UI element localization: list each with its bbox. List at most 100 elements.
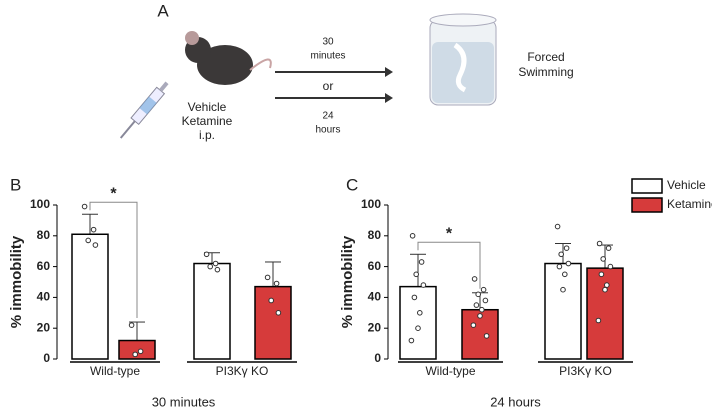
- y-tick-label: 0: [43, 351, 50, 365]
- data-point: [595, 317, 602, 324]
- data-point: [90, 226, 97, 233]
- data-point: [480, 286, 487, 293]
- data-point: [482, 297, 489, 304]
- y-axis-label: % immobility: [8, 235, 25, 328]
- significance-label: *: [446, 225, 453, 242]
- legend-swatch: [631, 178, 663, 194]
- data-point: [137, 348, 144, 355]
- y-tick-label: 20: [368, 320, 382, 334]
- data-point: [408, 337, 415, 344]
- data-point: [483, 333, 490, 339]
- y-axis-label: % immobility: [339, 235, 356, 328]
- data-point: [81, 203, 88, 210]
- data-point: [565, 260, 572, 267]
- data-point: [605, 245, 612, 251]
- y-tick-label: 80: [37, 228, 51, 242]
- data-point: [558, 251, 565, 258]
- data-point: [418, 259, 425, 265]
- data-point: [207, 263, 213, 270]
- legend-swatch: [631, 197, 663, 213]
- data-point: [92, 242, 99, 248]
- data-point: [475, 291, 482, 298]
- bar: [71, 233, 109, 360]
- treatment: i.p.: [199, 128, 215, 142]
- panel-a: A Vehicle Ketamine i.p. 30 minutes or 24…: [119, 1, 574, 142]
- data-point: [420, 282, 427, 288]
- data-point: [479, 306, 485, 313]
- time-label: minutes: [310, 51, 345, 62]
- mouse-icon: [185, 31, 272, 85]
- significance-bracket: [89, 201, 138, 319]
- panel-label: A: [157, 1, 169, 20]
- bar: [193, 262, 231, 360]
- data-point: [602, 286, 608, 293]
- bar: [544, 262, 582, 360]
- data-point: [411, 294, 418, 301]
- time-label: 24: [322, 111, 334, 122]
- group-label: PI3Kγ KO: [559, 364, 612, 378]
- data-point: [596, 240, 603, 247]
- or-label: or: [323, 79, 334, 93]
- treatment: Vehicle: [188, 100, 227, 114]
- data-point: [128, 322, 135, 328]
- arrowhead: [385, 93, 393, 103]
- data-point: [268, 297, 275, 304]
- y-tick-label: 40: [37, 290, 51, 304]
- data-point: [409, 233, 416, 239]
- data-point: [132, 351, 138, 358]
- data-point: [417, 310, 423, 316]
- bar: [118, 339, 156, 360]
- data-point: [273, 280, 280, 287]
- legend-label: Vehicle: [667, 178, 706, 192]
- group-label: PI3Kγ KO: [216, 364, 269, 378]
- time-label: 30: [322, 37, 334, 48]
- data-point: [214, 266, 221, 273]
- data-point: [607, 263, 614, 270]
- y-tick-label: 40: [368, 290, 382, 304]
- panel-label: B: [10, 175, 21, 194]
- data-point: [556, 263, 563, 270]
- data-point: [560, 286, 566, 293]
- treatment: Ketamine: [182, 114, 233, 128]
- data-point: [471, 276, 478, 282]
- data-point: [85, 237, 91, 244]
- data-point: [600, 256, 607, 262]
- y-tick-label: 20: [37, 320, 51, 334]
- data-point: [212, 260, 219, 267]
- group-label: Wild-type: [425, 364, 475, 378]
- cylinder-icon: [429, 13, 497, 106]
- y-tick-label: 100: [361, 197, 381, 211]
- time-label: hours: [315, 125, 340, 136]
- x-axis-label: 24 hours: [490, 394, 541, 409]
- data-point: [477, 313, 483, 319]
- data-point: [598, 271, 605, 278]
- y-tick-label: 60: [368, 259, 382, 273]
- arrowhead: [385, 67, 393, 77]
- data-point: [415, 325, 421, 332]
- x-axis-label: 30 minutes: [152, 394, 216, 409]
- y-tick-label: 80: [368, 228, 382, 242]
- y-tick-label: 0: [374, 351, 381, 365]
- data-point: [264, 274, 271, 281]
- data-point: [275, 310, 282, 316]
- data-point: [563, 245, 570, 251]
- syringe-icon: [119, 81, 169, 139]
- data-point: [473, 302, 480, 308]
- test-label: Swimming: [518, 65, 573, 79]
- data-point: [604, 282, 610, 288]
- y-tick-label: 60: [37, 259, 51, 273]
- data-point: [203, 251, 210, 258]
- bar: [254, 285, 292, 360]
- group-label: Wild-type: [90, 364, 140, 378]
- panel-label: C: [346, 175, 358, 194]
- significance-bracket: [417, 241, 481, 289]
- data-point: [562, 271, 568, 278]
- test-label: Forced: [527, 50, 564, 64]
- data-point: [554, 223, 561, 230]
- data-point: [470, 322, 477, 328]
- legend-label: Ketamine: [667, 197, 712, 211]
- bar: [586, 267, 624, 360]
- significance-label: *: [110, 185, 117, 202]
- y-tick-label: 100: [30, 197, 50, 211]
